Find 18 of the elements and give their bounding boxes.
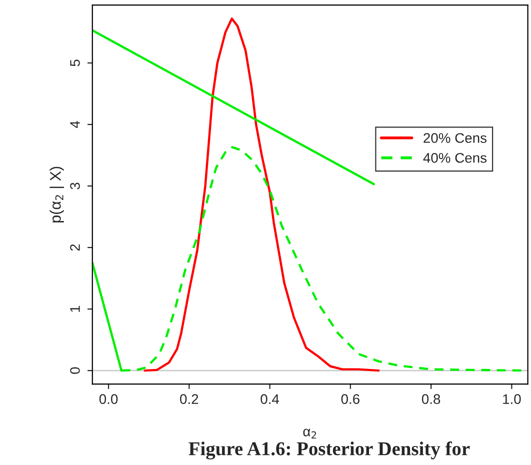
x-tick-label: 0.6 [341,394,360,404]
y-tick-label: 2 [70,244,80,251]
x-tick-label: 0.0 [99,394,118,404]
legend-label: 20% Cens [424,133,487,143]
x-tick-label: 0.8 [422,394,440,404]
x-axis-title: α$_{2}$ [303,428,316,439]
y-tick-label: 1 [70,306,80,312]
y-tick-label: 5 [70,60,80,66]
x-tick-label: 0.2 [180,394,198,404]
y-tick-label: 3 [70,182,80,190]
caption: Figure A1.6: Posterior Density for [188,441,470,460]
y-tick-label: 0 [70,367,80,374]
y-tick-label: 4 [70,121,80,128]
x-tick-label: 0.4 [260,394,280,404]
legend-label: 40% Cens [423,152,487,163]
y-axis-title: p(α$_{2}$ | X) [50,166,64,222]
x-tick-label: 1.0 [503,394,521,404]
line-series [144,18,380,372]
